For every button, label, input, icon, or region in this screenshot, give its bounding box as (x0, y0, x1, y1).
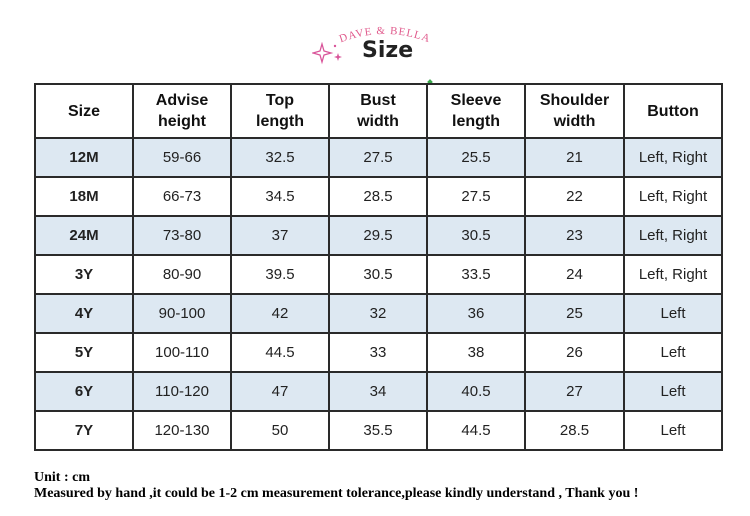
bust-width-cell: 30.5 (328, 254, 428, 295)
sleeve-length-cell: 25.5 (426, 137, 526, 178)
size-cell: 12M (34, 137, 134, 178)
sleeve-length-cell: 27.5 (426, 176, 526, 217)
top-length-cell: 42 (230, 293, 330, 334)
column-header-sleeve-length: Sleeve length (426, 83, 526, 139)
sleeve-length-cell: 30.5 (426, 215, 526, 256)
shoulder-width-cell: 23 (524, 215, 625, 256)
bust-width-cell: 33 (328, 332, 428, 373)
size-chart-table: Size Advise height Top length Bust width Sl… (34, 83, 723, 451)
size-cell: 6Y (34, 371, 134, 412)
tolerance-note: Measured by hand ,it could be 1-2 cm mea… (34, 486, 639, 501)
unit-note: Unit : cm (34, 470, 90, 485)
footer-notes: Unit : cm Measured by hand ,it could be … (34, 470, 638, 502)
shoulder-width-cell: 26 (524, 332, 625, 373)
button-cell: Left, Right (623, 254, 723, 295)
top-length-cell: 34.5 (230, 176, 330, 217)
shoulder-width-cell: 24 (524, 254, 625, 295)
sparkle-icon (312, 42, 342, 65)
bust-width-cell: 29.5 (328, 215, 428, 256)
shoulder-width-cell: 22 (524, 176, 625, 217)
column-header-bust-width: Bust width (328, 83, 428, 139)
size-cell: 3Y (34, 254, 134, 295)
advise-height-cell: 120-130 (132, 410, 232, 451)
top-length-cell: 32.5 (230, 137, 330, 178)
advise-height-cell: 80-90 (132, 254, 232, 295)
table-row: 3Y 80-90 39.5 30.5 33.5 24 Left, Right (34, 254, 723, 295)
shoulder-width-cell: 21 (524, 137, 625, 178)
sleeve-length-cell: 33.5 (426, 254, 526, 295)
button-cell: Left (623, 332, 723, 373)
column-header-advise-height: Advise height (132, 83, 232, 139)
top-length-cell: 39.5 (230, 254, 330, 295)
column-header-size: Size (34, 83, 134, 139)
button-cell: Left, Right (623, 176, 723, 217)
size-cell: 24M (34, 215, 134, 256)
size-cell: 7Y (34, 410, 134, 451)
button-cell: Left, Right (623, 215, 723, 256)
advise-height-cell: 100-110 (132, 332, 232, 373)
advise-height-cell: 59-66 (132, 137, 232, 178)
size-cell: 18M (34, 176, 134, 217)
top-length-cell: 37 (230, 215, 330, 256)
top-length-cell: 50 (230, 410, 330, 451)
top-length-cell: 47 (230, 371, 330, 412)
shoulder-width-cell: 25 (524, 293, 625, 334)
advise-height-cell: 90-100 (132, 293, 232, 334)
sleeve-length-cell: 40.5 (426, 371, 526, 412)
sleeve-length-cell: 38 (426, 332, 526, 373)
column-header-button: Button (623, 83, 723, 139)
advise-height-cell: 110-120 (132, 371, 232, 412)
table-row: 6Y 110-120 47 34 40.5 27 Left (34, 371, 723, 412)
table-row: 5Y 100-110 44.5 33 38 26 Left (34, 332, 723, 373)
button-cell: Left (623, 293, 723, 334)
top-length-cell: 44.5 (230, 332, 330, 373)
shoulder-width-cell: 28.5 (524, 410, 625, 451)
column-header-top-length: Top length (230, 83, 330, 139)
bust-width-cell: 27.5 (328, 137, 428, 178)
button-cell: Left, Right (623, 137, 723, 178)
size-cell: 5Y (34, 332, 134, 373)
bust-width-cell: 35.5 (328, 410, 428, 451)
sleeve-length-cell: 36 (426, 293, 526, 334)
table-row: 24M 73-80 37 29.5 30.5 23 Left, Right (34, 215, 723, 256)
bust-width-cell: 32 (328, 293, 428, 334)
advise-height-cell: 73-80 (132, 215, 232, 256)
table-row: 7Y 120-130 50 35.5 44.5 28.5 Left (34, 410, 723, 451)
page-title: Size (362, 38, 414, 63)
advise-height-cell: 66-73 (132, 176, 232, 217)
shoulder-width-cell: 27 (524, 371, 625, 412)
bust-width-cell: 34 (328, 371, 428, 412)
table-row: 4Y 90-100 42 32 36 25 Left (34, 293, 723, 334)
page-header: DAVE & BELLA Size (0, 0, 750, 85)
button-cell: Left (623, 371, 723, 412)
column-header-shoulder-width: Shoulder width (524, 83, 625, 139)
table-row: 12M 59-66 32.5 27.5 25.5 21 Left, Right (34, 137, 723, 178)
button-cell: Left (623, 410, 723, 451)
table-row: 18M 66-73 34.5 28.5 27.5 22 Left, Right (34, 176, 723, 217)
brand-logo: DAVE & BELLA (338, 25, 432, 45)
size-cell: 4Y (34, 293, 134, 334)
table-header-row: Size Advise height Top length Bust width Sl… (34, 83, 723, 139)
bust-width-cell: 28.5 (328, 176, 428, 217)
sleeve-length-cell: 44.5 (426, 410, 526, 451)
